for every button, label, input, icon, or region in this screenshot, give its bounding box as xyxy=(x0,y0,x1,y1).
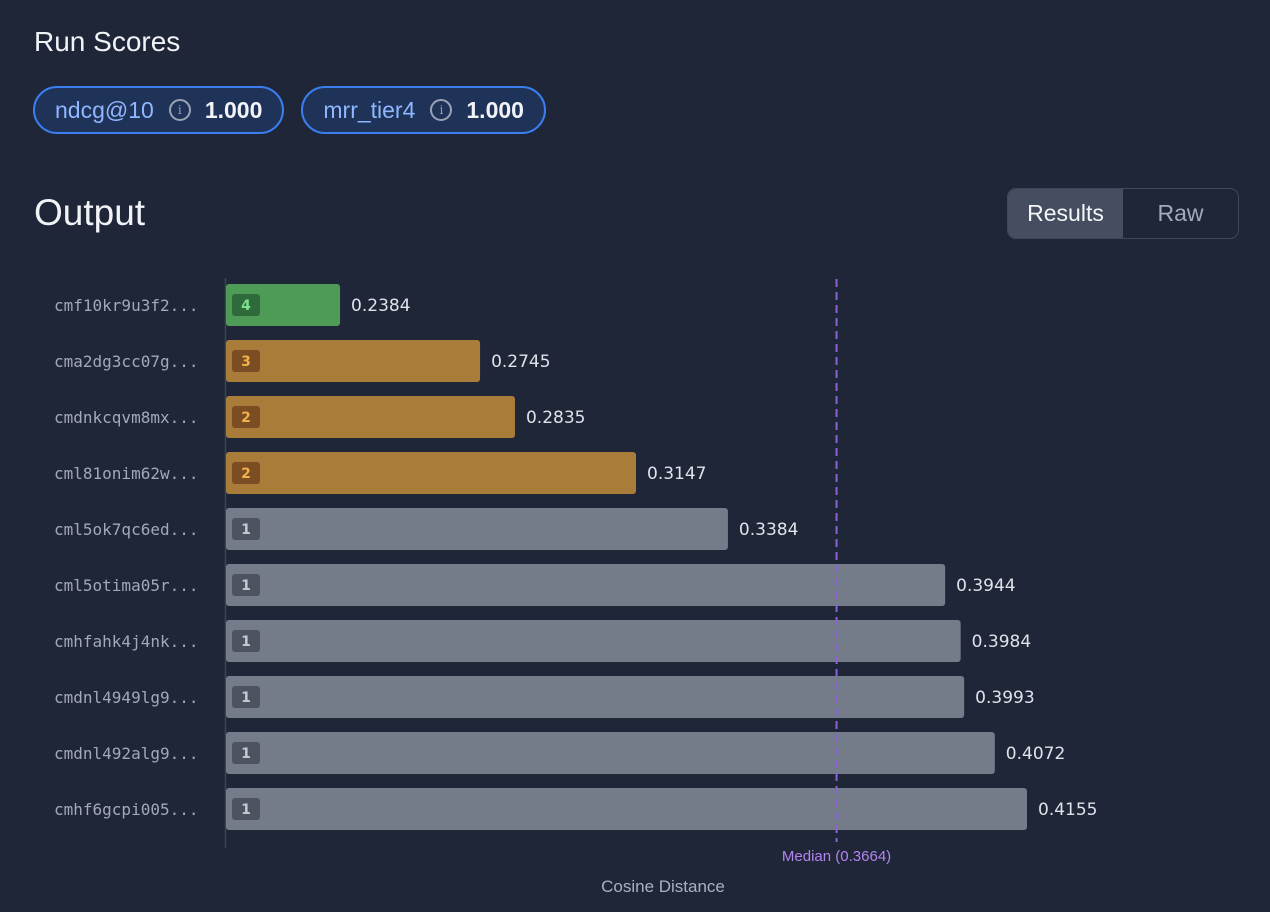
score-pill-ndcg[interactable]: ndcg@10 i 1.000 xyxy=(33,86,285,134)
value-label: 0.4155 xyxy=(1038,800,1097,820)
metric-value: 1.000 xyxy=(204,96,263,123)
category-label: cml5otima05r... xyxy=(54,576,199,595)
bar xyxy=(226,620,961,662)
tier-badge-label: 1 xyxy=(241,578,251,594)
value-label: 0.3147 xyxy=(647,464,706,484)
metric-name: mrr_tier4 xyxy=(323,96,416,123)
value-label: 0.2384 xyxy=(351,296,410,316)
category-label: cmf10kr9u3f2... xyxy=(54,296,199,315)
category-label: cml5ok7qc6ed... xyxy=(54,520,199,539)
x-axis-title: Cosine Distance xyxy=(601,877,725,896)
cosine-distance-chart: cmf10kr9u3f2... 4 0.2384 cma2dg3cc07g... 3 0.… xyxy=(54,278,1097,896)
value-label: 0.3384 xyxy=(739,520,798,540)
bar xyxy=(226,508,728,550)
tier-badge xyxy=(232,518,260,540)
category-label: cmhf6gcpi005... xyxy=(54,800,199,819)
run-scores-title: Run Scores xyxy=(34,26,181,57)
tier-badge xyxy=(232,462,260,484)
bar xyxy=(226,564,946,606)
tier-badge xyxy=(232,574,260,596)
tier-badge xyxy=(232,686,260,708)
view-toggle: Results Raw xyxy=(1007,188,1239,239)
tier-badge-label: 2 xyxy=(241,410,251,426)
info-icon[interactable]: i xyxy=(168,99,191,121)
bar xyxy=(226,732,995,774)
bar xyxy=(226,340,481,382)
tier-badge xyxy=(232,798,260,820)
tier-badge xyxy=(232,350,260,372)
category-label: cmdnl492alg9... xyxy=(54,744,199,763)
bar xyxy=(226,676,965,718)
bar xyxy=(226,788,1027,830)
tier-badge-label: 3 xyxy=(241,354,251,370)
tier-badge-label: 4 xyxy=(241,298,251,314)
tier-badge-label: 2 xyxy=(241,466,251,482)
tier-badge-label: 1 xyxy=(241,634,251,650)
category-label: cmdnl4949lg9... xyxy=(54,688,199,707)
median-label: Median (0.3664) xyxy=(782,848,891,865)
score-pill-mrr[interactable]: mrr_tier4 i 1.000 xyxy=(301,86,546,134)
category-label: cml81onim62w... xyxy=(54,464,199,483)
value-label: 0.3984 xyxy=(972,632,1031,652)
value-label: 0.4072 xyxy=(1006,744,1065,764)
tier-badge-label: 1 xyxy=(241,746,251,762)
metric-name: ndcg@10 xyxy=(55,96,154,123)
category-label: cmhfahk4j4nk... xyxy=(54,632,199,651)
metric-value: 1.000 xyxy=(466,96,524,123)
info-icon[interactable]: i xyxy=(430,99,453,121)
value-label: 0.2835 xyxy=(526,408,585,428)
output-title: Output xyxy=(34,192,146,233)
tier-badge xyxy=(232,742,260,764)
tier-badge xyxy=(232,294,260,316)
tab-raw[interactable]: Raw xyxy=(1157,200,1204,226)
tab-results[interactable]: Results xyxy=(1008,189,1123,238)
bar xyxy=(226,396,515,438)
score-pill-row: ndcg@10 i 1.000 mrr_tier4 i 1.000 xyxy=(33,86,546,134)
category-label: cmdnkcqvm8mx... xyxy=(54,408,199,427)
tier-badge-label: 1 xyxy=(241,802,251,818)
category-label: cma2dg3cc07g... xyxy=(54,352,199,371)
value-label: 0.3993 xyxy=(975,688,1034,708)
bar xyxy=(226,452,637,494)
tier-badge-label: 1 xyxy=(241,690,251,706)
tier-badge xyxy=(232,406,260,428)
value-label: 0.3944 xyxy=(956,576,1015,596)
tier-badge xyxy=(232,630,260,652)
value-label: 0.2745 xyxy=(491,352,550,372)
tier-badge-label: 1 xyxy=(241,522,251,538)
